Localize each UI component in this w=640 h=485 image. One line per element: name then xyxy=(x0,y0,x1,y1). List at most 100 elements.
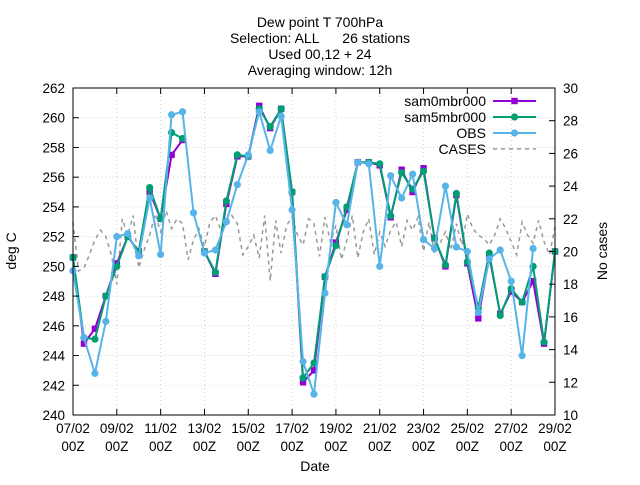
x-tick-date: 19/02 xyxy=(319,421,353,436)
data-point xyxy=(233,151,241,159)
x-tick-hour: 00Z xyxy=(456,439,479,454)
data-point xyxy=(408,170,417,178)
data-point xyxy=(475,315,482,322)
x-tick-date: 23/02 xyxy=(407,421,441,436)
data-point xyxy=(299,379,307,386)
legend-marker xyxy=(510,129,519,137)
legend-item: sam5mbr000 xyxy=(404,109,536,125)
data-point xyxy=(244,151,252,159)
data-point xyxy=(430,244,439,253)
data-point xyxy=(80,340,88,347)
data-point xyxy=(91,369,99,377)
legend-item: CASES xyxy=(439,141,536,157)
legend-marker xyxy=(510,113,519,121)
data-point xyxy=(452,243,461,251)
series-cases xyxy=(72,207,556,285)
x-tick-hour: 00Z xyxy=(193,439,216,454)
data-point xyxy=(266,146,274,155)
data-point xyxy=(255,108,263,116)
y-tick-label: 248 xyxy=(42,289,65,304)
data-point xyxy=(102,317,110,325)
data-point xyxy=(419,167,428,175)
y-tick-label: 262 xyxy=(42,81,65,96)
data-point xyxy=(354,158,362,166)
y2-axis-label: No cases xyxy=(594,222,610,280)
data-point xyxy=(91,325,99,332)
data-point xyxy=(332,198,340,207)
x-tick-date: 21/02 xyxy=(363,421,397,436)
x-tick-hour: 00Z xyxy=(368,439,391,454)
y2-tick-label: 16 xyxy=(563,310,578,325)
data-point xyxy=(310,367,318,374)
x-tick-hour: 00Z xyxy=(237,439,260,454)
data-point xyxy=(441,261,450,269)
data-point xyxy=(146,194,154,202)
x-axis-label: Date xyxy=(300,458,330,474)
data-point xyxy=(419,236,428,244)
data-point xyxy=(540,338,548,346)
data-point xyxy=(321,289,329,297)
data-point xyxy=(157,250,165,259)
legend-marker xyxy=(511,97,518,105)
x-tick-hour: 00Z xyxy=(61,439,84,454)
axis-ticks: 240 242 244 246 248 250 252 254 256 258 260 262 10 12… xyxy=(42,81,578,454)
y-tick-label: 256 xyxy=(42,170,65,185)
legend-label: CASES xyxy=(439,141,486,157)
x-tick-hour: 00Z xyxy=(412,439,435,454)
y-tick-label: 252 xyxy=(42,230,65,245)
x-tick-date: 07/02 xyxy=(56,421,90,436)
x-tick-date: 13/02 xyxy=(188,421,222,436)
x-tick-date: 29/02 xyxy=(538,421,572,436)
x-tick-date: 17/02 xyxy=(275,421,309,436)
data-point xyxy=(211,246,220,254)
data-point xyxy=(441,182,450,190)
data-point xyxy=(485,255,493,263)
data-series xyxy=(69,102,559,398)
y2-tick-label: 28 xyxy=(563,114,578,129)
data-point xyxy=(376,262,384,270)
y-tick-label: 246 xyxy=(42,319,65,334)
title-line-1: Dew point T 700hPa xyxy=(257,14,384,30)
data-point xyxy=(211,268,220,276)
x-tick-hour: 00Z xyxy=(500,439,523,454)
data-point xyxy=(168,151,175,159)
data-point xyxy=(277,105,285,113)
data-point xyxy=(178,108,187,116)
x-tick-hour: 00Z xyxy=(324,439,347,454)
y-tick-label: 260 xyxy=(42,111,65,126)
legend-item: sam0mbr000 xyxy=(404,93,536,109)
y2-tick-label: 14 xyxy=(563,343,579,358)
data-point xyxy=(222,218,230,226)
title-line-2: Selection: ALL 26 stations xyxy=(230,30,410,46)
x-tick-date: 27/02 xyxy=(494,421,528,436)
y-tick-label: 240 xyxy=(42,408,65,423)
data-point xyxy=(146,183,154,192)
data-point xyxy=(91,335,99,343)
data-point xyxy=(496,311,504,320)
x-tick-date: 15/02 xyxy=(231,421,265,436)
data-point xyxy=(200,249,209,257)
legend-item: OBS xyxy=(456,125,536,141)
data-point xyxy=(310,359,318,367)
data-point xyxy=(485,249,493,257)
x-tick-date: 09/02 xyxy=(100,421,134,436)
data-point xyxy=(332,241,340,250)
y2-tick-label: 12 xyxy=(563,375,578,390)
data-point xyxy=(233,181,241,189)
data-point xyxy=(398,194,406,202)
x-tick-date: 25/02 xyxy=(450,421,484,436)
data-point xyxy=(124,230,132,238)
y2-tick-label: 20 xyxy=(563,245,578,260)
data-point xyxy=(518,298,526,306)
chart-title: Dew point T 700hPa Selection: ALL 26 sta… xyxy=(230,14,410,78)
cases-series xyxy=(72,207,556,285)
legend-label: OBS xyxy=(456,125,486,141)
y-tick-label: 242 xyxy=(42,378,65,393)
y-axis-label: deg C xyxy=(3,232,19,269)
x-tick-hour: 00Z xyxy=(543,439,566,454)
x-tick-hour: 00Z xyxy=(280,439,303,454)
data-point xyxy=(463,247,471,256)
data-point xyxy=(474,308,482,317)
